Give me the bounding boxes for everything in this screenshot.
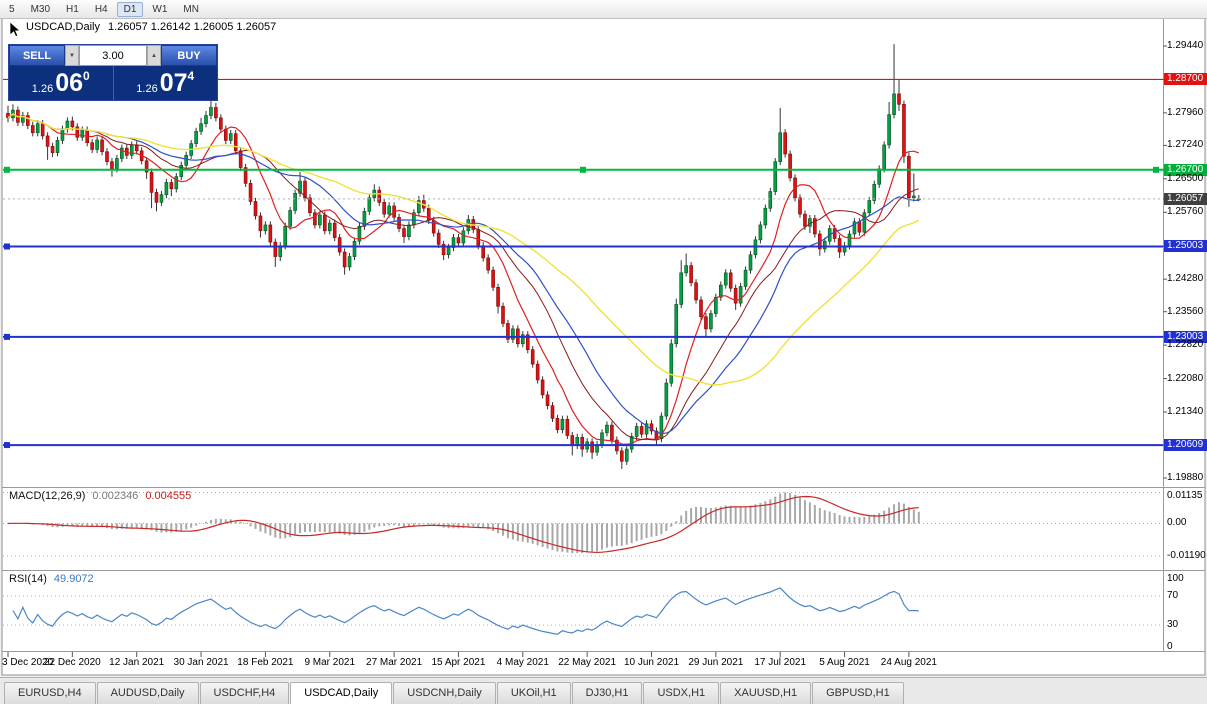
time-axis-label: 3 Dec 2020 xyxy=(2,657,54,668)
chart-tab-UKOil,H1[interactable]: UKOil,H1 xyxy=(496,682,571,704)
chart-tab-AUDUSD,Daily[interactable]: AUDUSD,Daily xyxy=(96,682,199,704)
macd-indicator-label: MACD(12,26,9) 0.002346 0.004555 xyxy=(9,490,191,502)
time-axis-label: 12 Jan 2021 xyxy=(109,657,165,668)
time-axis-label: 24 Aug 2021 xyxy=(880,657,937,668)
buy-price-big: 07 xyxy=(159,69,188,97)
chart-title: USDCAD,Daily 1.26057 1.26142 1.26005 1.26… xyxy=(26,21,276,33)
time-axis-label: 22 May 2021 xyxy=(558,657,617,668)
timeframe-button-H1[interactable]: H1 xyxy=(66,3,79,15)
mouse-cursor-icon xyxy=(9,21,21,38)
buy-price-prefix: 1.26 xyxy=(136,83,158,95)
rsi-scale-label: 100 xyxy=(1167,573,1184,584)
time-axis-label: 15 Apr 2021 xyxy=(431,657,486,668)
time-axis-label: 9 Mar 2021 xyxy=(304,657,356,668)
timeframe-button-W1[interactable]: W1 xyxy=(152,3,168,15)
up-arrow-icon: ▲ xyxy=(151,52,157,59)
price-scale-label: 1.22080 xyxy=(1167,372,1204,384)
macd-scale-label: -0.01190 xyxy=(1167,549,1206,561)
rsi-name: RSI(14) xyxy=(9,573,47,585)
time-axis[interactable]: 3 Dec 2020 22 Dec 2020 12 Jan 2021 30 Jan 2… xyxy=(0,652,1163,674)
rsi-indicator-label: RSI(14) 49.9072 xyxy=(9,573,94,585)
buy-price-pip: 4 xyxy=(187,69,195,83)
chart-tab-USDCNH,Daily[interactable]: USDCNH,Daily xyxy=(393,682,496,704)
macd-signal-value: 0.004555 xyxy=(145,490,192,502)
price-scale-label: 1.25003 xyxy=(1164,240,1207,253)
chart-ohlc-values: 1.26057 1.26142 1.26005 1.26057 xyxy=(107,21,277,33)
price-scale-label: 1.28700 xyxy=(1164,73,1207,86)
timeframe-button-5[interactable]: 5 xyxy=(9,3,15,15)
sell-price-big: 06 xyxy=(55,69,84,97)
macd-main-value: 0.002346 xyxy=(92,490,139,502)
price-scale-label: 1.20609 xyxy=(1164,439,1207,452)
chart-symbol-period: USDCAD,Daily xyxy=(26,21,100,33)
time-axis-label: 4 May 2021 xyxy=(496,657,549,668)
price-scale-label: 1.26700 xyxy=(1164,163,1207,176)
timeframe-button-D1[interactable]: D1 xyxy=(116,1,144,17)
price-scale-label: 1.23003 xyxy=(1164,330,1207,343)
chart-tab-EURUSD,H4[interactable]: EURUSD,H4 xyxy=(4,682,96,704)
timeframe-button-H4[interactable]: H4 xyxy=(94,3,108,15)
timeframe-button-M30[interactable]: M30 xyxy=(30,3,51,15)
volume-increase-button[interactable]: ▲ xyxy=(147,45,161,66)
price-scale-label: 1.26500 xyxy=(1167,172,1204,184)
chart-tab-USDCAD,Daily[interactable]: USDCAD,Daily xyxy=(290,682,393,704)
price-scale-label: 1.21340 xyxy=(1167,406,1204,418)
time-axis-label: 10 Jun 2021 xyxy=(623,657,680,668)
time-axis-label: 5 Aug 2021 xyxy=(819,657,870,668)
sell-price-pip: 0 xyxy=(83,69,90,83)
chart-tab-XAUUSD,H1[interactable]: XAUUSD,H1 xyxy=(720,682,812,704)
chart-tab-bar: EURUSD,H4 AUDUSD,Daily USDCHF,H4 USDCAD,Dai… xyxy=(0,677,1207,704)
time-axis-label: 17 Jul 2021 xyxy=(754,657,807,668)
macd-name: MACD(12,26,9) xyxy=(9,490,86,502)
macd-scale-label: 0.01135 xyxy=(1167,490,1203,501)
time-axis-label: 27 Mar 2021 xyxy=(366,657,423,668)
price-scale-label: 1.27960 xyxy=(1167,106,1204,118)
volume-input[interactable] xyxy=(79,45,147,66)
price-scale[interactable]: 1.29440 1.28700 1.27960 1.27240 1.26700 1.265… xyxy=(1164,18,1207,675)
rsi-value: 49.9072 xyxy=(53,573,94,585)
chart-tab-DJ30,H1[interactable]: DJ30,H1 xyxy=(571,682,643,704)
price-scale-label: 1.27240 xyxy=(1167,139,1204,151)
price-scale-label: 1.24280 xyxy=(1167,273,1204,285)
chart-tab-USDCHF,H4[interactable]: USDCHF,H4 xyxy=(199,682,290,704)
sell-button[interactable]: SELL xyxy=(9,45,65,66)
rsi-scale-label: 70 xyxy=(1167,589,1179,601)
chart-tab-GBPUSD,H1[interactable]: GBPUSD,H1 xyxy=(812,682,904,704)
sell-price-prefix: 1.26 xyxy=(31,83,54,95)
chart-tab-USDX,H1[interactable]: USDX,H1 xyxy=(643,682,720,704)
timeframe-toolbar: 5 M30 H1 H4 D1 W1 MN xyxy=(0,0,1207,19)
rsi-scale-label: 30 xyxy=(1167,619,1179,631)
price-scale-label: 1.25760 xyxy=(1167,206,1204,218)
price-scale-label: 1.22820 xyxy=(1167,339,1204,351)
buy-price[interactable]: 1.26 07 4 xyxy=(112,66,218,100)
volume-decrease-button[interactable]: ▼ xyxy=(65,45,79,66)
buy-button[interactable]: BUY xyxy=(161,45,217,66)
down-arrow-icon: ▼ xyxy=(69,52,75,59)
time-axis-label: 22 Dec 2020 xyxy=(43,657,101,668)
price-scale-label: 1.19880 xyxy=(1167,472,1204,483)
time-axis-label: 29 Jun 2021 xyxy=(688,657,744,668)
price-scale-label: 1.23560 xyxy=(1167,305,1204,317)
time-axis-label: 30 Jan 2021 xyxy=(173,657,229,668)
rsi-scale-label: 0 xyxy=(1167,641,1173,653)
macd-scale-label: 0.00 xyxy=(1167,517,1187,529)
timeframe-button-MN[interactable]: MN xyxy=(183,3,199,15)
price-scale-label: 1.29440 xyxy=(1167,39,1204,51)
price-scale-label: 1.26057 xyxy=(1164,192,1207,205)
time-axis-label: 18 Feb 2021 xyxy=(237,657,294,668)
sell-price[interactable]: 1.26 06 0 xyxy=(9,66,113,100)
